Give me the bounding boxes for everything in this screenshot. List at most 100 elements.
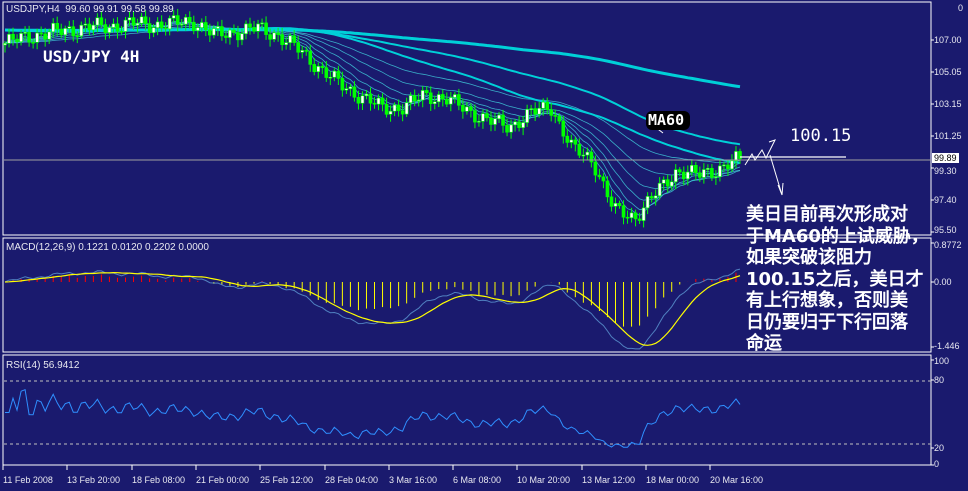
- candle-body: [187, 17, 192, 23]
- candle-body: [453, 94, 457, 98]
- candle-body: [461, 104, 465, 112]
- candle-body: [23, 32, 27, 34]
- candle-body: [489, 117, 493, 125]
- candle-body: [147, 23, 152, 34]
- rsi-line: [5, 389, 741, 448]
- candle-body: [99, 17, 104, 25]
- candle-body: [47, 31, 51, 40]
- macd-label: MACD(12,26,9) 0.1221 0.0120 0.2202 0.000…: [6, 242, 209, 253]
- candle-body: [432, 101, 437, 105]
- candle-body: [473, 110, 477, 123]
- note-line: 美日目前再次形成对: [746, 204, 908, 225]
- candle-body: [734, 151, 738, 162]
- macd-tick: -1.446: [934, 341, 960, 351]
- candle-body: [336, 70, 341, 79]
- ma-ribbon-line: [4, 21, 741, 211]
- candle-body: [436, 94, 441, 103]
- candle-body: [424, 90, 429, 94]
- candle-body: [91, 24, 96, 31]
- candle-body: [79, 24, 84, 37]
- candle-body: [308, 50, 313, 65]
- time-tick: 6 Mar 08:00: [453, 475, 502, 485]
- candle-body: [11, 33, 15, 40]
- candle-body: [665, 179, 670, 187]
- rsi-label: RSI(14) 56.9412: [6, 360, 80, 371]
- note-line: 命运: [746, 333, 782, 354]
- candle-body: [376, 97, 381, 105]
- candle-body: [400, 110, 405, 115]
- candle-body: [497, 114, 501, 120]
- candle-body: [228, 29, 232, 38]
- note-line: 于MA60的上试威胁，: [746, 225, 929, 247]
- candle-body: [445, 98, 449, 105]
- time-tick: 13 Feb 20:00: [67, 475, 121, 485]
- candle-body: [300, 50, 305, 53]
- candle-body: [296, 42, 300, 53]
- candle-body: [260, 22, 264, 25]
- rsi-tick: 0: [934, 459, 940, 469]
- candle-body: [111, 23, 116, 28]
- rsi-tick: 100: [934, 356, 950, 366]
- time-tick: 20 Mar 16:00: [710, 475, 764, 485]
- note-line: 100.15之后，美日才: [746, 268, 924, 290]
- candle-body: [537, 107, 541, 115]
- candle-body: [416, 99, 421, 102]
- candle-body: [27, 32, 31, 43]
- candle-body: [236, 32, 240, 41]
- candle-body: [593, 161, 598, 176]
- candle-body: [513, 121, 517, 126]
- candle-body: [609, 196, 614, 207]
- candle-body: [573, 139, 578, 145]
- candle-body: [561, 120, 566, 137]
- candle-body: [7, 33, 11, 44]
- candle-body: [722, 164, 726, 167]
- macd-signal-line: [4, 271, 741, 346]
- candle-body: [232, 29, 236, 33]
- candle-body: [123, 19, 128, 32]
- candle-body: [404, 102, 409, 115]
- candle-body: [204, 22, 208, 31]
- symbol-header: USDJPY,H4 99.60 99.91 99.58 99.89: [6, 4, 174, 15]
- candle-body: [240, 33, 244, 41]
- candle-body: [625, 216, 630, 219]
- candle-body: [368, 93, 373, 104]
- time-tick: 21 Feb 00:00: [196, 475, 250, 485]
- macd-panel-frame: [2, 237, 932, 353]
- candle-body: [694, 165, 698, 174]
- candle-body: [364, 93, 369, 97]
- price-tick: 107.00: [934, 35, 962, 45]
- candle-body: [420, 90, 425, 101]
- candle-body: [208, 29, 212, 36]
- candle-body: [738, 151, 742, 160]
- candle-body: [645, 196, 650, 209]
- candle-body: [702, 169, 706, 178]
- candle-body: [613, 203, 618, 207]
- candle-body: [637, 218, 642, 221]
- price-tick: 95.50: [934, 225, 957, 235]
- candle-body: [673, 169, 678, 183]
- candle-body: [159, 21, 164, 29]
- candle-body: [533, 108, 537, 115]
- candle-body: [457, 94, 461, 106]
- candle-body: [15, 38, 19, 43]
- candle-body: [714, 176, 718, 178]
- candle-body: [179, 23, 184, 26]
- candle-body: [340, 78, 345, 91]
- macd-tick: 0.00: [934, 277, 952, 287]
- candle-body: [569, 139, 574, 143]
- candle-body: [428, 92, 433, 105]
- candle-body: [521, 122, 525, 128]
- candle-body: [541, 101, 545, 109]
- candle-body: [581, 154, 586, 157]
- price-tick: 97.40: [934, 195, 957, 205]
- candle-body: [131, 17, 136, 26]
- ma-ribbon-line: [4, 20, 741, 216]
- time-tick: 28 Feb 04:00: [325, 475, 379, 485]
- candle-body: [276, 32, 280, 35]
- candle-body: [585, 151, 590, 156]
- candle-body: [730, 160, 734, 170]
- candle-body: [372, 102, 377, 105]
- ohlc-values: 99.60 99.91 99.58 99.89: [65, 4, 174, 15]
- candle-body: [268, 34, 272, 40]
